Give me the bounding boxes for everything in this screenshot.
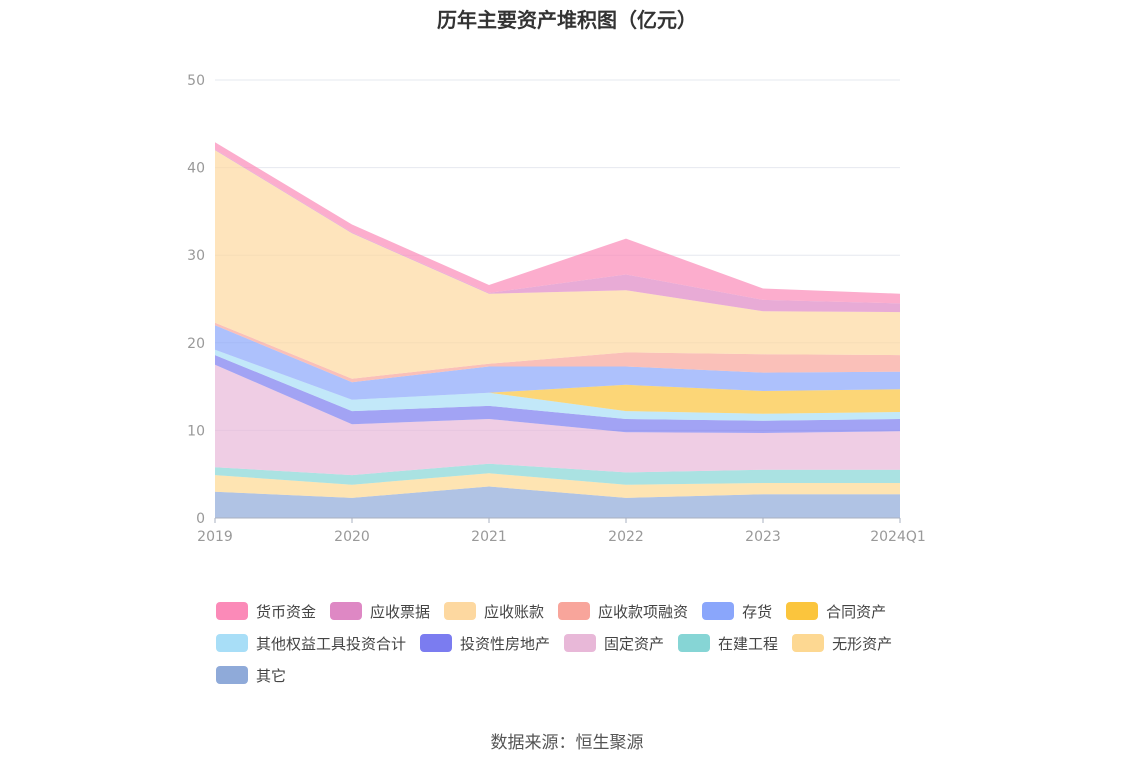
legend-label: 在建工程 (718, 634, 779, 653)
area-8 (215, 322, 900, 383)
legend-swatch (558, 602, 591, 620)
legend-item[interactable]: 合同资产 (786, 598, 886, 624)
y-tick-label: 0 (196, 511, 205, 527)
area-6 (215, 349, 900, 414)
x-tick-label: 2023 (745, 529, 781, 545)
x-tick-label: 2020 (334, 529, 370, 545)
chart-title: 历年主要资产堆积图（亿元） (437, 8, 697, 32)
area-7 (215, 325, 900, 400)
legend-item[interactable]: 应收款项融资 (558, 598, 688, 624)
legend-swatch (678, 634, 711, 652)
legend-swatch (330, 602, 363, 620)
legend-label: 应收款项融资 (598, 602, 689, 621)
legend-label: 投资性房地产 (460, 634, 551, 653)
y-tick-label: 30 (187, 248, 205, 264)
x-tick-label: 2022 (608, 529, 644, 545)
chart-legend: 货币资金 应收票据 应收账款 应收款项融资 存货 合同资产其他权益工具投资合计 投资性房地产… (216, 598, 956, 694)
legend-label: 固定资产 (604, 634, 665, 653)
area-4 (215, 355, 900, 433)
legend-label: 其它 (256, 666, 287, 685)
y-tick-label: 40 (187, 161, 205, 177)
legend-swatch (216, 602, 248, 620)
legend-label: 无形资产 (832, 634, 893, 653)
data-source: 数据来源：恒生聚源 (490, 733, 644, 753)
axes: 0 10 20 30 40 50 2019 2020 2021 2022 2023 2024Q1 (187, 73, 926, 545)
legend-item[interactable]: 其它 (216, 662, 286, 688)
legend-item[interactable]: 存货 (702, 598, 772, 624)
area-2 (215, 463, 900, 485)
legend-swatch (420, 634, 453, 652)
legend-item[interactable]: 货币资金 (216, 598, 316, 624)
stacked-area-chart: 0 10 20 30 40 50 2019 2020 2021 2022 2023 2024Q1 (187, 73, 926, 545)
x-tick-label: 2024Q1 (870, 529, 926, 545)
legend-swatch (792, 634, 825, 652)
legend-label: 应收账款 (484, 602, 545, 621)
x-tick-label: 2021 (471, 529, 507, 545)
legend-label: 货币资金 (256, 602, 317, 621)
area-5 (215, 349, 900, 421)
legend-item[interactable]: 应收票据 (330, 598, 430, 624)
legend-item[interactable]: 其他权益工具投资合计 (216, 630, 406, 656)
legend-item[interactable]: 固定资产 (564, 630, 664, 656)
legend-swatch (702, 602, 735, 620)
legend-label: 应收票据 (370, 602, 431, 621)
legend-swatch (216, 634, 248, 652)
legend-item[interactable]: 投资性房地产 (420, 630, 550, 656)
area-1 (215, 473, 900, 498)
legend-item[interactable]: 无形资产 (792, 630, 892, 656)
legend-item[interactable]: 应收账款 (444, 598, 544, 624)
area-0 (215, 486, 900, 518)
y-tick-label: 50 (187, 73, 205, 89)
legend-swatch (444, 602, 477, 620)
y-tick-label: 10 (187, 423, 205, 439)
area-11 (215, 142, 900, 304)
legend-label: 其他权益工具投资合计 (256, 634, 407, 653)
area-9 (215, 150, 900, 379)
legend-swatch (786, 602, 819, 620)
area-3 (215, 364, 900, 476)
legend-swatch (216, 666, 248, 684)
x-tick-label: 2019 (197, 529, 233, 545)
legend-item[interactable]: 在建工程 (678, 630, 778, 656)
legend-swatch (564, 634, 597, 652)
legend-label: 存货 (742, 602, 773, 621)
y-tick-label: 20 (187, 336, 205, 352)
legend-label: 合同资产 (826, 602, 887, 621)
area-series (215, 142, 900, 518)
